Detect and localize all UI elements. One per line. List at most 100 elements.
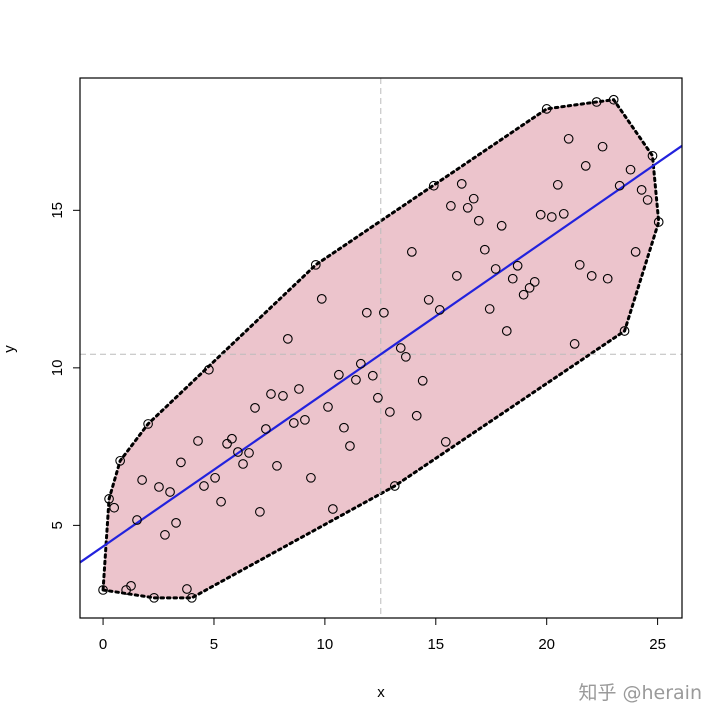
data-point	[227, 433, 237, 444]
x-tick-label: 25	[649, 636, 666, 653]
data-point	[104, 494, 114, 504]
data-point	[625, 164, 636, 175]
data-point	[204, 364, 214, 375]
data-point	[440, 437, 451, 447]
data-point	[529, 276, 540, 287]
data-point	[176, 457, 186, 468]
y-tick-label: 5	[49, 521, 66, 529]
data-point	[98, 585, 108, 595]
data-point	[137, 475, 147, 485]
watermark: 知乎 @herain	[578, 682, 702, 704]
data-point	[255, 506, 265, 517]
data-point	[406, 247, 417, 257]
data-point	[602, 273, 613, 284]
data-point	[233, 447, 243, 457]
data-point	[484, 304, 495, 314]
data-point	[512, 260, 523, 271]
data-point	[614, 180, 625, 191]
plot-frame	[79, 77, 683, 619]
data-point	[518, 289, 529, 300]
data-point	[149, 592, 159, 603]
data-point	[316, 294, 327, 304]
x-tick-label: 20	[538, 636, 555, 653]
data-point	[355, 358, 366, 369]
data-point	[182, 584, 192, 594]
data-point	[473, 215, 484, 226]
x-tick-label: 5	[210, 636, 218, 653]
data-point	[199, 481, 209, 491]
data-point	[395, 343, 406, 353]
data-point	[619, 326, 630, 336]
data-point	[238, 459, 248, 469]
data-point	[306, 472, 316, 483]
data-point	[143, 419, 153, 429]
data-point	[186, 592, 197, 603]
data-point	[630, 247, 641, 257]
data-point	[411, 410, 422, 421]
data-point	[250, 403, 260, 413]
data-point	[468, 193, 479, 204]
data-point	[507, 273, 518, 284]
data-point	[323, 402, 333, 412]
data-point	[244, 448, 254, 458]
data-point	[647, 150, 658, 161]
data-point	[389, 481, 400, 491]
data-point	[126, 581, 136, 591]
data-point	[282, 334, 293, 344]
data-point	[193, 436, 203, 446]
data-point	[222, 438, 232, 449]
data-point	[417, 375, 428, 386]
data-point	[294, 384, 304, 394]
data-point	[334, 369, 344, 380]
data-point	[367, 370, 378, 381]
data-point	[563, 133, 574, 144]
data-point	[345, 441, 355, 451]
data-point	[535, 209, 546, 220]
x-axis-label: x	[377, 684, 385, 701]
data-point	[300, 414, 310, 425]
data-point	[266, 389, 276, 399]
data-point	[154, 482, 164, 492]
data-point	[479, 244, 490, 255]
data-point	[278, 391, 288, 401]
y-axis-label: y	[1, 345, 18, 353]
data-point	[608, 94, 619, 105]
x-tick-label: 10	[317, 636, 334, 653]
x-tick-label: 0	[99, 636, 107, 653]
data-point	[216, 496, 226, 507]
data-point	[423, 294, 434, 305]
data-point	[434, 305, 445, 315]
data-point	[115, 455, 125, 466]
data-point	[446, 201, 456, 211]
data-point	[261, 424, 271, 434]
data-point	[400, 351, 411, 362]
data-point	[541, 104, 552, 114]
data-point	[351, 374, 361, 385]
data-point	[171, 518, 181, 528]
data-point	[328, 504, 338, 514]
data-point	[558, 208, 569, 219]
data-point	[653, 217, 664, 227]
data-point	[552, 179, 563, 190]
data-point	[490, 264, 501, 274]
y-tick-label: 10	[49, 360, 66, 377]
data-point	[165, 487, 175, 497]
data-point	[546, 212, 557, 222]
data-point	[428, 180, 439, 191]
data-point	[636, 184, 647, 195]
data-point	[109, 502, 120, 513]
data-point	[591, 97, 602, 107]
data-point	[310, 259, 321, 270]
data-point	[456, 179, 467, 189]
data-point	[574, 259, 585, 270]
data-point	[586, 271, 597, 281]
data-point	[272, 460, 282, 471]
data-point	[524, 282, 535, 293]
data-point	[642, 195, 653, 205]
data-point	[210, 472, 220, 483]
data-point	[580, 161, 591, 171]
data-point	[361, 307, 372, 318]
data-point	[462, 202, 473, 213]
data-point	[597, 141, 608, 152]
